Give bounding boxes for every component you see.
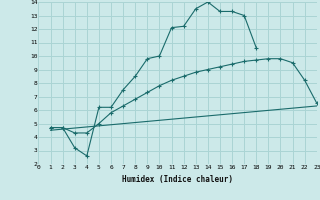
X-axis label: Humidex (Indice chaleur): Humidex (Indice chaleur) xyxy=(122,175,233,184)
